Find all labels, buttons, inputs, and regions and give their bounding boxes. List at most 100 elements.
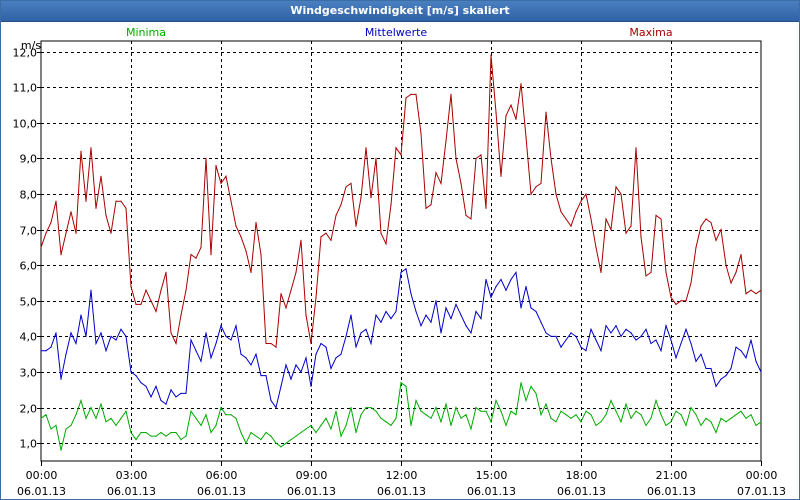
data-point-minima [135, 439, 137, 441]
data-point-mittelwerte [750, 339, 752, 341]
data-point-mittelwerte [340, 353, 342, 355]
data-point-mittelwerte [200, 360, 202, 362]
data-point-minima [665, 424, 667, 426]
data-point-maxima [255, 221, 257, 224]
data-point-maxima [225, 175, 227, 177]
data-point-maxima [250, 271, 252, 273]
data-point-minima [650, 417, 652, 419]
x-tick-time-label: 00:00 [26, 469, 58, 482]
data-point-mittelwerte [240, 353, 242, 355]
data-point-mittelwerte [485, 278, 487, 281]
x-tick-time-label: 00:00 [746, 469, 778, 482]
data-point-minima [320, 424, 322, 426]
legend-label-maxima: Maxima [629, 26, 672, 39]
data-point-minima [310, 424, 312, 426]
data-point-mittelwerte [105, 350, 107, 352]
data-point-mittelwerte [580, 346, 582, 348]
data-point-mittelwerte [365, 328, 367, 330]
data-point-minima [145, 431, 147, 434]
data-point-minima [740, 410, 742, 412]
data-point-minima [710, 421, 712, 423]
data-point-minima [475, 407, 477, 409]
data-point-maxima [150, 300, 152, 302]
data-point-mittelwerte [530, 307, 532, 309]
data-point-minima [395, 417, 397, 419]
x-tick-date-label: 06.01.13 [557, 485, 606, 498]
data-point-maxima [335, 214, 337, 216]
data-point-maxima [725, 264, 727, 266]
data-point-maxima [460, 182, 462, 184]
data-point-maxima [615, 186, 617, 188]
data-point-maxima [370, 197, 372, 199]
window-title: Windgeschwindigkeit [m/s] skaliert [1, 1, 799, 22]
data-point-mittelwerte [505, 289, 507, 291]
data-point-mittelwerte [720, 378, 722, 380]
data-point-minima [705, 417, 707, 419]
data-point-minima [215, 424, 217, 426]
data-point-mittelwerte [685, 328, 687, 330]
data-point-maxima [380, 232, 382, 234]
data-point-mittelwerte [465, 325, 467, 327]
x-tick-time-label: 06:00 [206, 469, 238, 482]
data-point-minima [590, 414, 592, 416]
data-point-minima [755, 424, 757, 426]
data-point-maxima [685, 300, 687, 302]
data-point-mittelwerte [130, 371, 132, 373]
data-point-minima [675, 410, 677, 412]
data-point-mittelwerte [195, 350, 197, 352]
data-point-mittelwerte [730, 367, 732, 370]
data-point-mittelwerte [100, 332, 102, 334]
data-point-minima [250, 431, 252, 434]
data-point-maxima [550, 157, 552, 160]
data-point-maxima [85, 200, 87, 202]
data-point-minima [500, 410, 502, 412]
data-point-minima [140, 431, 142, 434]
data-point-minima [360, 414, 362, 416]
legend-label-minima: Minima [126, 26, 166, 39]
data-point-minima [55, 424, 57, 426]
data-point-mittelwerte [515, 271, 517, 273]
data-point-maxima [695, 246, 697, 248]
data-point-mittelwerte [540, 321, 542, 323]
data-point-minima [90, 407, 92, 409]
data-point-mittelwerte [275, 407, 277, 409]
data-point-mittelwerte [710, 367, 712, 370]
data-point-maxima [70, 211, 72, 213]
data-point-minima [620, 421, 622, 423]
data-point-maxima [755, 293, 757, 295]
data-point-maxima [675, 303, 677, 305]
data-point-mittelwerte [330, 367, 332, 370]
data-point-mittelwerte [245, 357, 247, 359]
data-point-mittelwerte [115, 339, 117, 341]
data-point-minima [725, 421, 727, 423]
y-tick-label: 2,0 [20, 403, 38, 416]
data-point-maxima [680, 300, 682, 302]
data-point-maxima [75, 232, 77, 234]
data-point-minima [595, 424, 597, 426]
data-point-minima [105, 421, 107, 423]
x-tick-date-label: 06.01.13 [17, 485, 66, 498]
data-point-mittelwerte [270, 399, 272, 402]
data-point-minima [180, 439, 182, 441]
data-point-minima [455, 407, 457, 409]
data-point-maxima [665, 271, 667, 273]
data-point-maxima [90, 147, 92, 149]
data-point-maxima [515, 118, 517, 120]
x-tick-date-label: 06.01.13 [287, 485, 336, 498]
data-point-maxima [760, 289, 762, 291]
data-point-maxima [670, 296, 672, 298]
data-point-maxima [95, 207, 97, 209]
data-point-maxima [750, 289, 752, 291]
data-point-mittelwerte [170, 389, 172, 391]
data-point-maxima [215, 165, 217, 167]
data-point-minima [605, 414, 607, 416]
data-point-mittelwerte [55, 332, 57, 334]
y-tick-label: 9,0 [20, 153, 38, 166]
data-point-maxima [390, 204, 392, 206]
data-point-maxima [540, 182, 542, 184]
data-point-mittelwerte [390, 318, 392, 320]
data-point-maxima [375, 157, 377, 160]
data-point-mittelwerte [315, 353, 317, 355]
data-point-maxima [645, 275, 647, 277]
data-point-minima [290, 439, 292, 441]
